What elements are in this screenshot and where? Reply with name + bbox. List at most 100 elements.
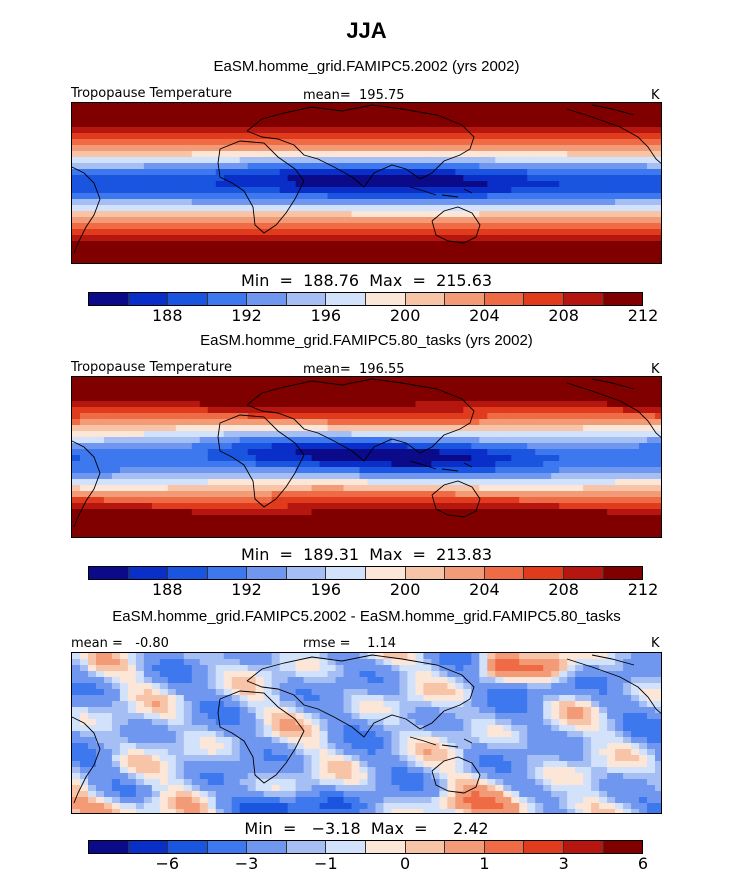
colorbar-tick-label: 204 xyxy=(469,306,500,325)
panel-1-colorbar-ticks: 188 192 196 200 204 208 212 xyxy=(0,306,733,328)
panel-1-mean-label: mean= 195.75 xyxy=(303,88,405,103)
coastline xyxy=(409,736,437,746)
colorbar-swatch xyxy=(89,293,129,305)
colorbar-tick-label: −3 xyxy=(234,854,259,873)
colorbar-swatch xyxy=(524,841,564,853)
coastline xyxy=(441,468,459,472)
coastline xyxy=(591,654,635,666)
colorbar-swatch xyxy=(405,567,446,579)
colorbar-swatch xyxy=(603,293,643,305)
colorbar-swatch xyxy=(168,841,208,853)
colorbar-swatch xyxy=(524,293,564,305)
coastline xyxy=(246,378,475,462)
colorbar-swatch xyxy=(366,293,406,305)
colorbar-swatch xyxy=(563,567,604,579)
colorbar-tick-label: 192 xyxy=(231,580,262,599)
colorbar-swatch xyxy=(366,841,406,853)
colorbar-tick-label: 196 xyxy=(310,580,342,599)
colorbar-swatch xyxy=(484,293,525,305)
coastline xyxy=(566,658,661,714)
colorbar-swatch xyxy=(603,841,643,853)
colorbar-tick-label: 188 xyxy=(152,580,183,599)
panel-1-map xyxy=(71,102,662,264)
panel-2-unit-label: K xyxy=(651,362,660,377)
colorbar-swatch xyxy=(445,841,485,853)
coastline xyxy=(431,206,481,244)
panel-2-map xyxy=(71,376,662,538)
colorbar-tick-label: 200 xyxy=(389,306,421,325)
panel-2-colorbar-ticks: 188 192 196 200 204 208 212 xyxy=(0,580,733,602)
colorbar-tick-label: 212 xyxy=(627,580,659,599)
colorbar-swatch xyxy=(326,841,367,853)
coastline xyxy=(463,188,473,194)
coastline xyxy=(463,462,473,468)
panel-2-field xyxy=(72,377,661,537)
colorbar-swatch xyxy=(168,293,208,305)
panel-1-unit-label: K xyxy=(651,88,660,103)
colorbar-swatch xyxy=(207,293,248,305)
coastline xyxy=(591,378,635,390)
coastline xyxy=(246,654,475,738)
colorbar-tick-label: 192 xyxy=(231,306,262,325)
colorbar-tick-label: 196 xyxy=(310,306,342,325)
coastline xyxy=(409,460,437,470)
colorbar-swatch xyxy=(286,567,327,579)
colorbar-swatch xyxy=(484,567,525,579)
colorbar-tick-label: 0 xyxy=(400,854,411,873)
colorbar-tick-label: 212 xyxy=(627,306,659,325)
panel-3-title: EaSM.homme_grid.FAMIPC5.2002 - EaSM.homm… xyxy=(112,608,621,625)
panel-2-colorbar xyxy=(88,566,643,580)
panel-1-field-label: Tropopause Temperature xyxy=(71,86,232,101)
colorbar-tick-label: −1 xyxy=(314,854,338,873)
panel-3-map xyxy=(71,652,662,814)
colorbar-tick-label: 3 xyxy=(558,854,569,873)
colorbar-tick-label: 204 xyxy=(469,580,500,599)
colorbar-tick-label: 1 xyxy=(479,854,490,873)
panel-3-mean-label: mean = -0.80 xyxy=(71,636,169,651)
colorbar-swatch xyxy=(247,841,287,853)
panel-3-minmax: Min = −3.18 Max = 2.42 xyxy=(244,819,489,838)
coastline xyxy=(431,756,481,794)
coastline xyxy=(217,414,305,508)
colorbar-tick-label: 188 xyxy=(152,306,183,325)
panel-1-title: EaSM.homme_grid.FAMIPC5.2002 (yrs 2002) xyxy=(213,58,520,75)
colorbar-swatch xyxy=(207,841,248,853)
colorbar-swatch xyxy=(326,567,367,579)
colorbar-swatch xyxy=(207,567,248,579)
coastline xyxy=(217,690,305,784)
colorbar-swatch xyxy=(445,293,485,305)
colorbar-swatch xyxy=(128,567,169,579)
coastline xyxy=(441,744,459,748)
panel-2-field-label: Tropopause Temperature xyxy=(71,360,232,375)
colorbar-tick-label: 6 xyxy=(637,854,649,873)
panel-3-colorbar xyxy=(88,840,643,854)
colorbar-swatch xyxy=(128,841,169,853)
colorbar-swatch xyxy=(286,841,327,853)
colorbar-swatch xyxy=(405,841,446,853)
coastline xyxy=(441,194,459,198)
coastline xyxy=(409,186,437,196)
coastline xyxy=(566,382,661,438)
colorbar-swatch xyxy=(247,567,287,579)
coastline xyxy=(431,480,481,518)
panel-3-unit-label: K xyxy=(651,636,660,651)
colorbar-tick-label: −6 xyxy=(155,854,180,873)
coastline xyxy=(463,738,473,744)
colorbar-tick-label: 208 xyxy=(548,306,579,325)
panel-3-field xyxy=(72,653,661,813)
coastline xyxy=(591,104,635,116)
colorbar-swatch xyxy=(445,567,485,579)
coastline xyxy=(246,104,475,188)
colorbar-swatch xyxy=(89,567,129,579)
colorbar-swatch xyxy=(286,293,327,305)
colorbar-swatch xyxy=(326,293,367,305)
colorbar-tick-label: 208 xyxy=(548,580,579,599)
colorbar-swatch xyxy=(563,841,604,853)
coastline xyxy=(72,166,101,254)
panel-1-colorbar xyxy=(88,292,643,306)
colorbar-swatch xyxy=(128,293,169,305)
colorbar-swatch xyxy=(563,293,604,305)
colorbar-swatch xyxy=(405,293,446,305)
coastline xyxy=(217,140,305,234)
colorbar-swatch xyxy=(247,293,287,305)
